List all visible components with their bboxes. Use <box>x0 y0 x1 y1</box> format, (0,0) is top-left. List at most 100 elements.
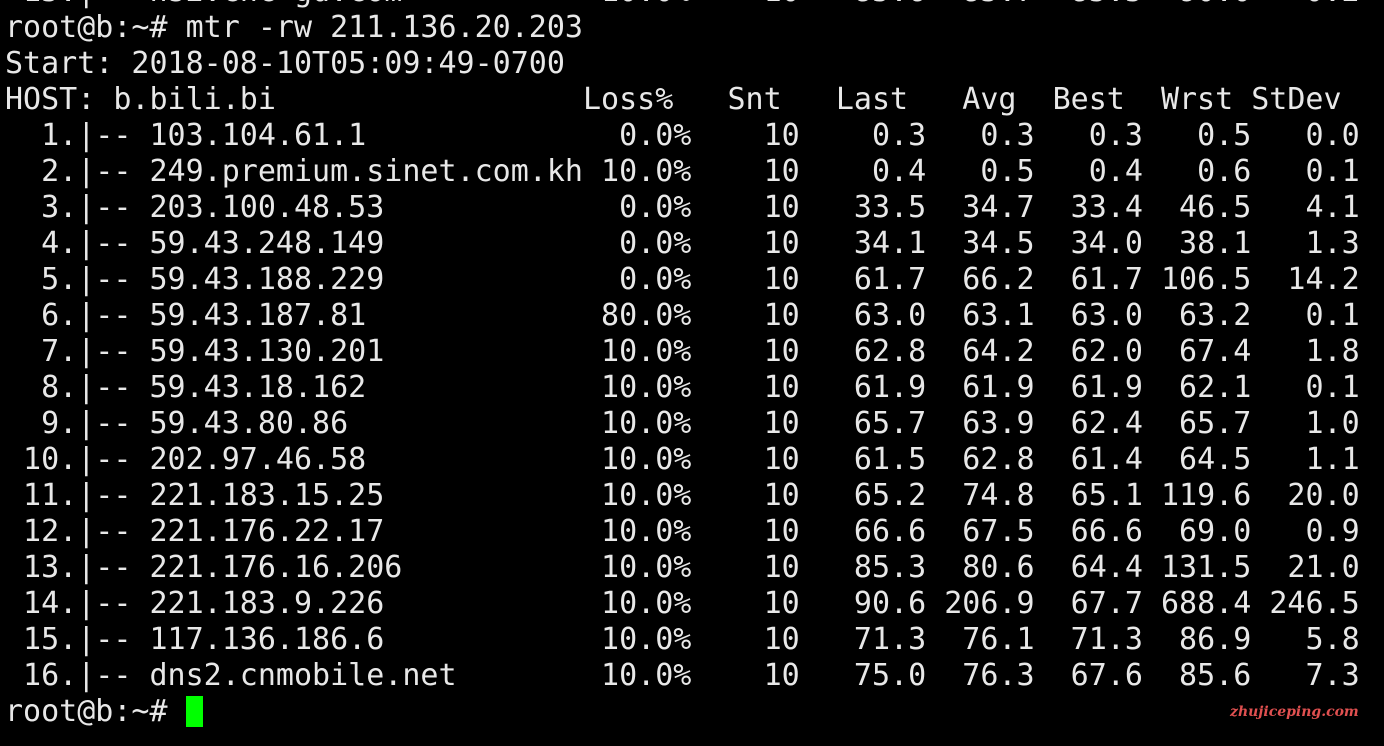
hop-number: 15.|-- <box>5 622 150 657</box>
hop-snt: 10 <box>691 550 800 585</box>
hop-number: 7.|-- <box>5 334 150 369</box>
hop-snt: 10 <box>691 622 800 657</box>
cursor <box>185 696 203 727</box>
hop-best: 34.0 <box>1034 226 1143 261</box>
hop-host: 59.43.187.81 <box>149 298 583 333</box>
hop-best: 33.4 <box>1034 190 1143 225</box>
hop-number: 2.|-- <box>5 154 150 189</box>
hop-best: 62.4 <box>1034 406 1143 441</box>
hop-loss: 10.0% <box>582 370 692 405</box>
table-row: 10.|-- 202.97.46.58 10.0% 10 61.5 62.8 6… <box>5 442 1360 478</box>
hop-last: 66.6 <box>799 514 927 549</box>
hop-snt: 10 <box>691 442 800 477</box>
hop-host: 221.183.9.226 <box>149 586 583 621</box>
hop-best: 66.6 <box>1034 514 1143 549</box>
partial-top-line: 15.|-- ns2.cnc-gd.com 10.0% 10 85.6 85.7… <box>5 0 1360 10</box>
hop-snt: 10 <box>691 118 800 153</box>
hop-wrst: 63.2 <box>1142 298 1252 333</box>
hop-loss: 0.0% <box>582 262 692 297</box>
hop-host: 59.43.188.229 <box>149 262 583 297</box>
hop-loss: 10.0% <box>582 406 692 441</box>
hop-wrst: 85.6 <box>1142 658 1252 693</box>
hop-last: 61.5 <box>799 442 927 477</box>
hop-host: dns2.cnmobile.net <box>149 658 583 693</box>
hop-host: 59.43.248.149 <box>149 226 583 261</box>
table-row: 4.|-- 59.43.248.149 0.0% 10 34.1 34.5 34… <box>5 226 1360 262</box>
hop-stdev: 20.0 <box>1251 478 1360 513</box>
hop-snt: 10 <box>691 298 800 333</box>
hop-wrst: 38.1 <box>1142 226 1252 261</box>
hop-avg: 74.8 <box>926 478 1035 513</box>
hop-last: 90.6 <box>799 586 927 621</box>
hop-avg: 61.9 <box>926 370 1035 405</box>
hop-loss: 10.0% <box>582 514 692 549</box>
hop-last: 0.4 <box>799 154 927 189</box>
table-row: 8.|-- 59.43.18.162 10.0% 10 61.9 61.9 61… <box>5 370 1360 406</box>
hop-last: 63.0 <box>799 298 927 333</box>
hop-avg: 80.6 <box>926 550 1035 585</box>
hop-last: 62.8 <box>799 334 927 369</box>
hop-best: 0.3 <box>1034 118 1143 153</box>
hop-snt: 10 <box>691 586 800 621</box>
hop-last: 61.9 <box>799 370 927 405</box>
table-row: 6.|-- 59.43.187.81 80.0% 10 63.0 63.1 63… <box>5 298 1360 334</box>
hop-avg: 76.3 <box>926 658 1035 693</box>
hop-host: 221.183.15.25 <box>149 478 583 513</box>
hop-last: 85.3 <box>799 550 927 585</box>
hop-stdev: 0.1 <box>1251 370 1360 405</box>
hop-loss: 10.0% <box>582 622 692 657</box>
table-row: 16.|-- dns2.cnmobile.net 10.0% 10 75.0 7… <box>5 658 1360 694</box>
hop-avg: 67.5 <box>926 514 1035 549</box>
hop-last: 75.0 <box>799 658 927 693</box>
hop-wrst: 46.5 <box>1142 190 1252 225</box>
hop-number: 4.|-- <box>5 226 150 261</box>
hop-avg: 76.1 <box>926 622 1035 657</box>
hop-stdev: 1.1 <box>1251 442 1360 477</box>
hop-table: 1.|-- 103.104.61.1 0.0% 10 0.3 0.3 0.3 0… <box>5 118 1360 694</box>
hop-loss: 0.0% <box>582 190 692 225</box>
hop-last: 0.3 <box>799 118 927 153</box>
hop-avg: 34.7 <box>926 190 1035 225</box>
hop-avg: 63.1 <box>926 298 1035 333</box>
prompt-line[interactable]: root@b:~# <box>5 694 1360 730</box>
hop-host: 249.premium.sinet.com.kh <box>149 154 583 189</box>
hop-stdev: 0.1 <box>1251 154 1360 189</box>
hop-host: 221.176.22.17 <box>149 514 583 549</box>
hop-host: 202.97.46.58 <box>149 442 583 477</box>
hop-host: 59.43.130.201 <box>149 334 583 369</box>
hop-best: 61.4 <box>1034 442 1143 477</box>
table-row: 15.|-- 117.136.186.6 10.0% 10 71.3 76.1 … <box>5 622 1360 658</box>
hop-stdev: 4.1 <box>1251 190 1360 225</box>
hop-last: 71.3 <box>799 622 927 657</box>
table-header: HOST: b.bili.bi Loss% Snt Last Avg Best … <box>5 82 1342 117</box>
hop-number: 9.|-- <box>5 406 150 441</box>
hop-stdev: 246.5 <box>1251 586 1360 621</box>
hop-host: 103.104.61.1 <box>149 118 583 153</box>
hop-snt: 10 <box>691 514 800 549</box>
hop-number: 8.|-- <box>5 370 150 405</box>
hop-loss: 10.0% <box>582 442 692 477</box>
table-row: 13.|-- 221.176.16.206 10.0% 10 85.3 80.6… <box>5 550 1360 586</box>
hop-stdev: 21.0 <box>1251 550 1360 585</box>
hop-last: 65.7 <box>799 406 927 441</box>
hop-best: 67.6 <box>1034 658 1143 693</box>
hop-wrst: 0.6 <box>1142 154 1252 189</box>
table-row: 14.|-- 221.183.9.226 10.0% 10 90.6 206.9… <box>5 586 1360 622</box>
table-row: 3.|-- 203.100.48.53 0.0% 10 33.5 34.7 33… <box>5 190 1360 226</box>
hop-wrst: 65.7 <box>1142 406 1252 441</box>
hop-number: 11.|-- <box>5 478 150 513</box>
terminal-output[interactable]: 15.|-- ns2.cnc-gd.com 10.0% 10 85.6 85.7… <box>5 0 1360 730</box>
hop-loss: 0.0% <box>582 226 692 261</box>
hop-number: 12.|-- <box>5 514 150 549</box>
hop-wrst: 67.4 <box>1142 334 1252 369</box>
start-line: Start: 2018-08-10T05:09:49-0700 <box>5 46 565 81</box>
hop-stdev: 14.2 <box>1251 262 1360 297</box>
command-line: root@b:~# mtr -rw 211.136.20.203 <box>5 10 583 45</box>
hop-host: 221.176.16.206 <box>149 550 583 585</box>
hop-wrst: 131.5 <box>1142 550 1252 585</box>
hop-last: 33.5 <box>799 190 927 225</box>
hop-loss: 0.0% <box>582 118 692 153</box>
hop-snt: 10 <box>691 406 800 441</box>
hop-avg: 62.8 <box>926 442 1035 477</box>
hop-number: 3.|-- <box>5 190 150 225</box>
